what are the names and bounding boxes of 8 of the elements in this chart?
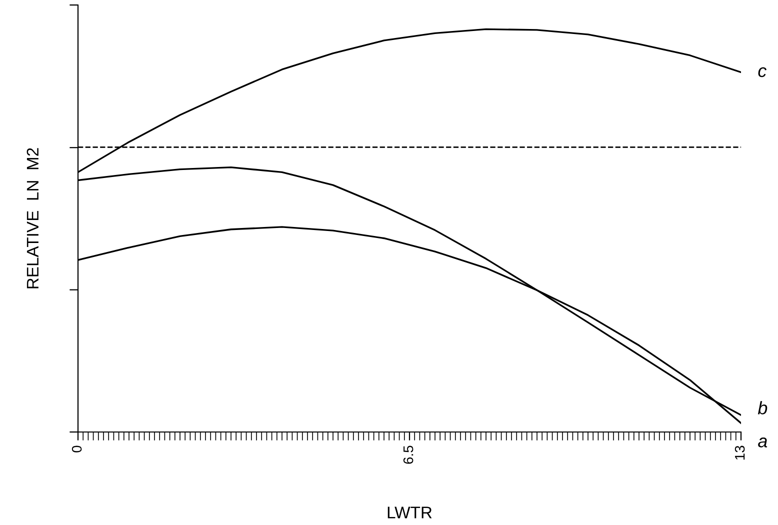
x-tick-label: 6.5 [403, 446, 414, 464]
series-label: a [758, 438, 768, 448]
y-axis-title: RELATIVE LN M2 [26, 148, 38, 288]
x-tick-label: 13 [734, 446, 745, 460]
series-label: c [758, 67, 766, 78]
x-axis-title: LWTR [388, 506, 432, 518]
x-tick-label: 0 [72, 446, 82, 452]
series-label: b [758, 401, 768, 414]
